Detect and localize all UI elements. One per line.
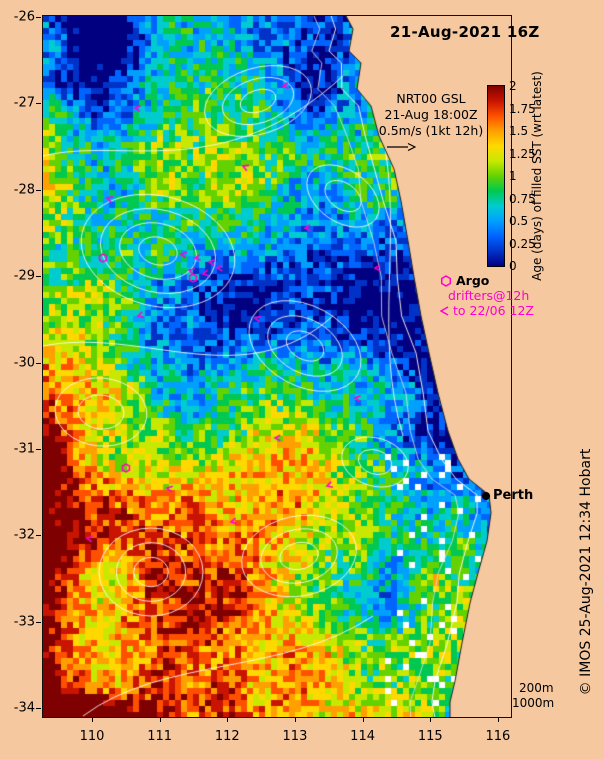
x-tick-label: 112 (214, 729, 240, 744)
drifter-arrow-icon (440, 305, 449, 316)
y-tick-label: -29 (13, 268, 35, 284)
colorbar-tick-label: 0.25 (509, 236, 536, 251)
x-tick-label: 111 (147, 729, 173, 744)
colorbar-tick-label: 0.5 (509, 214, 529, 228)
map-title: 21-Aug-2021 16Z (390, 23, 540, 41)
x-tick-label: 116 (485, 729, 511, 744)
axis-tick-mark (294, 717, 296, 722)
copyright-credit: © IMOS 25-Aug-2021 12:34 Hobart (578, 448, 594, 696)
depth-label-1000m: 1000m (512, 696, 555, 710)
observations-legend: Argo drifters@12h to 22/06 12Z (440, 273, 534, 318)
argo-label: Argo (456, 273, 490, 288)
axis-tick-mark (36, 535, 41, 537)
axis-tick-mark (497, 717, 499, 722)
model-info-block: NRT00 GSL 21-Aug 18:00Z 0.5m/s (1kt 12h) (372, 91, 490, 152)
perth-marker-dot (482, 492, 490, 500)
y-tick-label: -30 (13, 355, 35, 370)
axis-tick-mark (362, 717, 364, 722)
colorbar-tick-label: 1.5 (509, 124, 529, 138)
axis-tick-mark (36, 276, 41, 278)
map-plot-area (42, 15, 512, 718)
colorbar-tick-label: 1.75 (509, 101, 536, 116)
colorbar: 2 1.75 1.5 1.25 1 0.75 0.5 0.25 0 (487, 79, 536, 273)
x-tick-label: 113 (282, 729, 308, 744)
colorbar-tick-label: 0 (509, 259, 517, 273)
vector-scale-text: 0.5m/s (1kt 12h) (378, 123, 484, 138)
y-tick-label: -28 (13, 182, 35, 198)
colorbar-tick-label: 1.25 (509, 146, 536, 161)
y-tick-label: -32 (13, 527, 35, 543)
y-tick-label: -34 (13, 700, 35, 716)
colorbar-tick-label: 2 (509, 79, 517, 93)
perth-city-label: Perth (493, 488, 534, 503)
x-axis-tick-labels: 110 111 112 113 114 115 116 (0, 729, 604, 749)
colorbar-label: Age (days) of filled SST (wrt latest) (530, 71, 544, 281)
axis-tick-mark (36, 621, 41, 623)
colorbar-tick-labels: 2 1.75 1.5 1.25 1 0.75 0.5 0.25 0 (509, 79, 553, 273)
axis-tick-mark (36, 103, 41, 105)
colorbar-tick-label: 0.75 (509, 191, 536, 206)
y-tick-label: -27 (13, 95, 35, 111)
axis-tick-mark (227, 717, 229, 722)
y-tick-label: -33 (13, 614, 35, 630)
axis-tick-mark (36, 448, 41, 450)
axis-tick-mark (36, 708, 41, 709)
valid-time: 21-Aug 18:00Z (384, 107, 478, 122)
axis-tick-mark (36, 362, 41, 364)
drifters-label-line2: to 22/06 12Z (453, 303, 534, 318)
model-name: NRT00 GSL (396, 91, 466, 106)
axis-tick-mark (36, 189, 41, 191)
colorbar-gradient (487, 85, 505, 267)
x-tick-label: 115 (417, 729, 443, 744)
depth-label-200m: 200m (519, 681, 554, 695)
x-tick-label: 114 (350, 729, 376, 744)
y-tick-label: -26 (13, 9, 35, 25)
argo-marker-icon (440, 274, 452, 287)
y-tick-label: -31 (13, 441, 35, 457)
axis-tick-mark (430, 717, 432, 722)
axis-tick-mark (159, 717, 161, 722)
sst-map-canvas (43, 16, 511, 717)
x-tick-label: 110 (79, 729, 105, 744)
colorbar-tick-label: 1 (509, 169, 517, 183)
axis-tick-mark (92, 717, 93, 722)
y-axis-tick-labels: -26 -27 -28 -29 -30 -31 -32 -33 -34 (0, 0, 38, 759)
axis-tick-mark (36, 17, 41, 18)
drifters-label-line1: drifters@12h (448, 288, 530, 303)
vector-scale-arrow-icon (387, 142, 416, 152)
